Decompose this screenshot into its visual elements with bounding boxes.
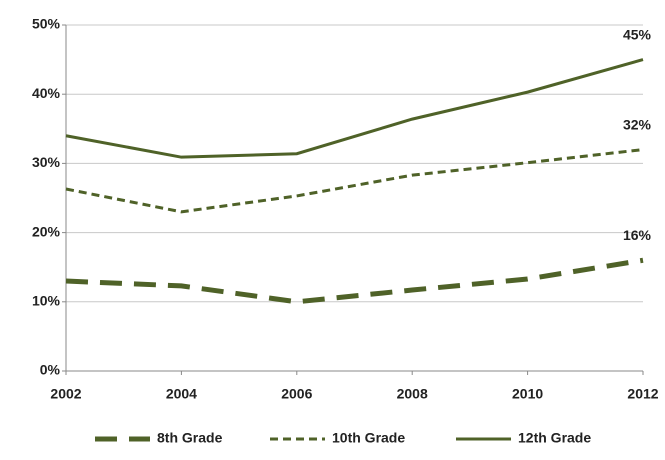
y-tick-label: 10% [32,293,61,309]
x-tick-label: 2012 [627,386,658,402]
line-series [65,148,644,214]
data-label: 16% [623,227,652,243]
legend-label: 8th Grade [157,430,223,446]
x-tick-label: 2002 [50,386,81,402]
x-tick-label: 2004 [166,386,197,402]
x-tick-label: 2010 [512,386,543,402]
x-tick-label: 2006 [281,386,312,402]
legend-label: 12th Grade [518,430,591,446]
data-label: 45% [623,26,652,42]
line-series [65,257,644,305]
y-tick-label: 30% [32,154,61,170]
y-tick-label: 50% [32,16,61,32]
y-tick-label: 0% [40,362,61,378]
line-series [65,58,644,159]
data-label: 32% [623,116,652,132]
y-tick-label: 20% [32,223,61,239]
y-tick-label: 40% [32,85,61,101]
x-tick-label: 2008 [397,386,428,402]
legend-label: 10th Grade [332,430,405,446]
